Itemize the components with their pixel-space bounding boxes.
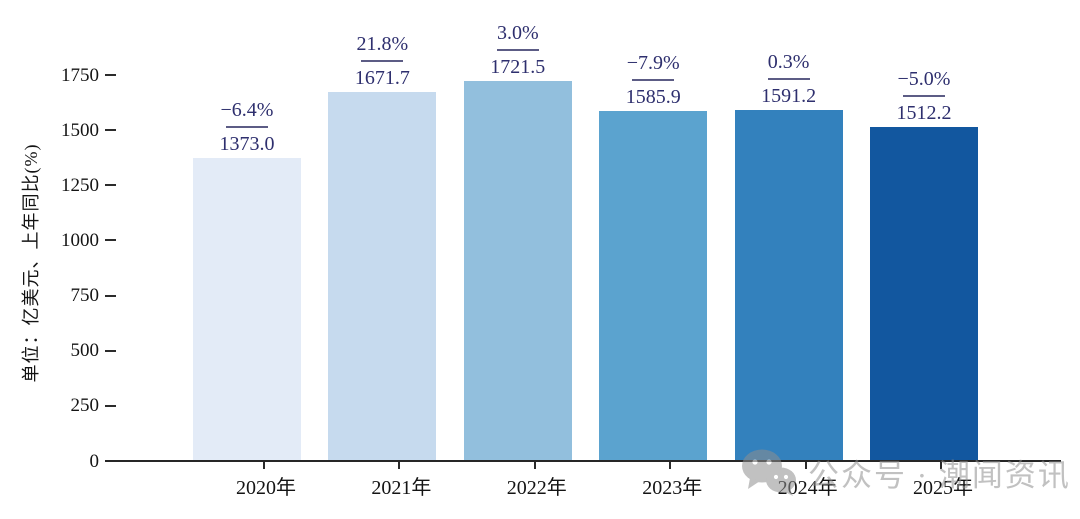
bar-2024年	[734, 110, 843, 461]
annotation-divider	[361, 60, 404, 63]
x-axis-line	[105, 460, 1061, 462]
y-tick-mark	[105, 404, 116, 407]
y-tick-label: 750	[70, 285, 100, 307]
x-tick-mark	[804, 462, 807, 469]
growth-label: 0.3%	[767, 51, 810, 74]
x-tick-label: 2020年	[236, 477, 296, 499]
y-tick-mark	[105, 239, 116, 242]
bar-2020年	[193, 158, 301, 461]
bar-annotation-2022年: 3.0% 1721.5	[453, 22, 583, 78]
y-tick-mark	[105, 294, 116, 297]
x-tick-label: 2024年	[777, 477, 838, 499]
y-tick-label: 1500	[61, 119, 99, 141]
value-label: 1671.7	[354, 67, 410, 90]
bar-2021年	[328, 92, 437, 461]
y-tick-label: 0	[89, 450, 100, 472]
y-tick-mark	[105, 129, 116, 132]
bar-annotation-2021年: 21.8% 1671.7	[317, 33, 447, 89]
y-tick-label: 1250	[61, 174, 99, 196]
x-tick-label: 2021年	[371, 477, 432, 499]
annotation-divider	[226, 126, 268, 129]
annotation-divider	[496, 49, 539, 52]
annotation-divider	[903, 95, 945, 98]
bar-2025年	[870, 127, 978, 461]
x-tick-label: 2023年	[642, 477, 703, 499]
growth-label: −5.0%	[897, 68, 951, 91]
y-tick-mark	[105, 184, 116, 187]
y-tick-label: 500	[70, 340, 100, 362]
y-tick-label: 250	[70, 395, 100, 417]
value-label: 1373.0	[219, 133, 275, 156]
x-tick-label: 2022年	[506, 477, 567, 499]
bar-annotation-2024年: 0.3% 1591.2	[724, 51, 854, 107]
y-tick-mark	[105, 349, 116, 352]
growth-label: −7.9%	[626, 52, 680, 75]
bar-2022年	[463, 81, 572, 461]
growth-label: 3.0%	[496, 22, 539, 45]
value-label: 1512.2	[896, 102, 952, 125]
value-label: 1591.2	[761, 85, 817, 108]
value-label: 1721.5	[490, 56, 546, 79]
growth-label: 21.8%	[356, 33, 409, 56]
growth-label: −6.4%	[220, 99, 274, 122]
bar-annotation-2025年: −5.0% 1512.2	[859, 68, 989, 124]
x-tick-mark	[533, 462, 536, 469]
annotation-divider	[767, 78, 810, 81]
bar-2023年	[599, 111, 708, 461]
x-tick-mark	[669, 462, 672, 469]
bar-annotation-2023年: −7.9% 1585.9	[588, 52, 718, 108]
x-tick-label: 2025年	[913, 477, 973, 499]
y-tick-mark	[105, 74, 116, 76]
x-tick-mark	[940, 462, 942, 469]
annotation-divider	[632, 79, 675, 82]
value-label: 1585.9	[625, 86, 681, 109]
bar-annotation-2020年: −6.4% 1373.0	[182, 99, 312, 155]
x-tick-mark	[263, 462, 265, 469]
y-tick-label: 1000	[61, 229, 99, 251]
y-tick-label: 1750	[61, 64, 99, 86]
x-tick-mark	[398, 462, 401, 469]
